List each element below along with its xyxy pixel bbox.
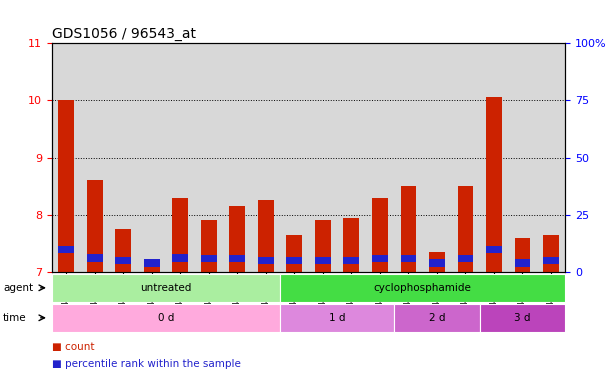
Text: agent: agent bbox=[3, 283, 33, 293]
Bar bbox=[52, 304, 280, 332]
Text: cyclophosphamide: cyclophosphamide bbox=[374, 283, 472, 293]
Text: time: time bbox=[3, 313, 27, 323]
Bar bbox=[458, 186, 473, 272]
Bar bbox=[372, 255, 388, 262]
Bar bbox=[87, 254, 103, 262]
Bar bbox=[280, 274, 565, 302]
Bar bbox=[480, 304, 565, 332]
Text: 3 d: 3 d bbox=[514, 313, 531, 323]
Bar bbox=[115, 257, 131, 264]
Bar bbox=[87, 180, 103, 272]
Bar bbox=[401, 186, 416, 272]
Bar bbox=[144, 259, 159, 267]
Bar bbox=[115, 229, 131, 272]
Bar bbox=[343, 257, 359, 264]
Bar bbox=[315, 257, 331, 264]
Text: GDS1056 / 96543_at: GDS1056 / 96543_at bbox=[52, 27, 196, 41]
Text: 1 d: 1 d bbox=[329, 313, 345, 323]
Bar bbox=[229, 206, 245, 272]
Bar bbox=[172, 254, 188, 262]
Bar bbox=[429, 252, 445, 272]
Bar bbox=[201, 220, 216, 272]
Bar bbox=[372, 198, 388, 272]
Bar bbox=[201, 255, 216, 262]
Bar bbox=[486, 98, 502, 272]
Bar bbox=[429, 259, 445, 267]
Bar bbox=[394, 304, 480, 332]
Bar bbox=[401, 255, 416, 262]
Bar bbox=[258, 257, 274, 264]
Text: ■ count: ■ count bbox=[52, 342, 95, 352]
Bar bbox=[229, 255, 245, 262]
Bar bbox=[59, 100, 74, 272]
Text: 2 d: 2 d bbox=[428, 313, 445, 323]
Text: 0 d: 0 d bbox=[158, 313, 174, 323]
Bar bbox=[59, 246, 74, 253]
Bar bbox=[514, 259, 530, 267]
Bar bbox=[458, 255, 473, 262]
Bar bbox=[315, 220, 331, 272]
Bar bbox=[543, 235, 559, 272]
Text: ■ percentile rank within the sample: ■ percentile rank within the sample bbox=[52, 359, 241, 369]
Bar bbox=[514, 238, 530, 272]
Bar bbox=[52, 274, 280, 302]
Bar bbox=[280, 304, 394, 332]
Bar bbox=[343, 217, 359, 272]
Bar bbox=[258, 200, 274, 272]
Bar bbox=[172, 198, 188, 272]
Bar bbox=[486, 246, 502, 253]
Bar bbox=[287, 235, 302, 272]
Bar bbox=[144, 260, 159, 272]
Bar bbox=[287, 257, 302, 264]
Text: untreated: untreated bbox=[141, 283, 192, 293]
Bar bbox=[543, 257, 559, 264]
